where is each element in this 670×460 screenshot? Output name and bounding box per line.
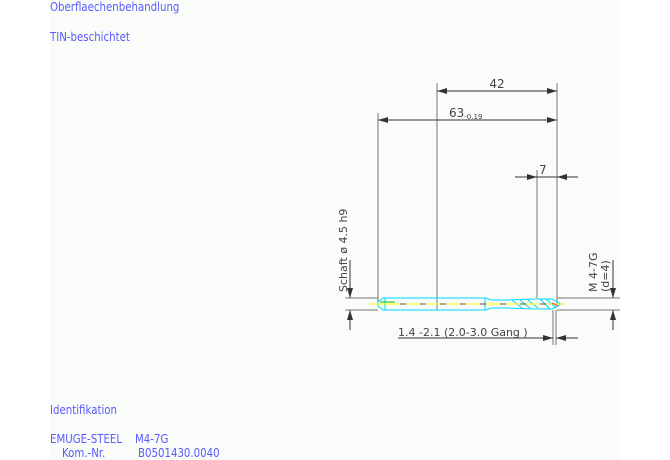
surface-value: TIN-beschichtet (50, 30, 130, 44)
drawing-sheet (50, 0, 620, 460)
chamfer-label: 1.4 -2.1 (2.0-3.0 Gang ) (398, 326, 528, 339)
extension-lines (345, 83, 620, 345)
identification-label: Identifikation (50, 403, 118, 417)
thread-depth-label: (d=4) (599, 260, 612, 292)
kom-label: Kom.-Nr. (62, 446, 106, 460)
surface-label: Oberflaechenbehandlung (50, 0, 180, 14)
product-name: EMUGE-STEEL M4-7G (50, 432, 169, 446)
kom-value: B0501430.0040 (138, 446, 220, 460)
dimension-lines (347, 88, 616, 341)
thread-label: M 4-7G (587, 253, 600, 292)
dim-42-label: 42 (489, 77, 504, 91)
dim-63-label: 63-0.19 (449, 106, 482, 121)
shaft-label: Schaft ø 4.5 h9 (337, 209, 350, 292)
dim-7-label: 7 (539, 163, 547, 177)
